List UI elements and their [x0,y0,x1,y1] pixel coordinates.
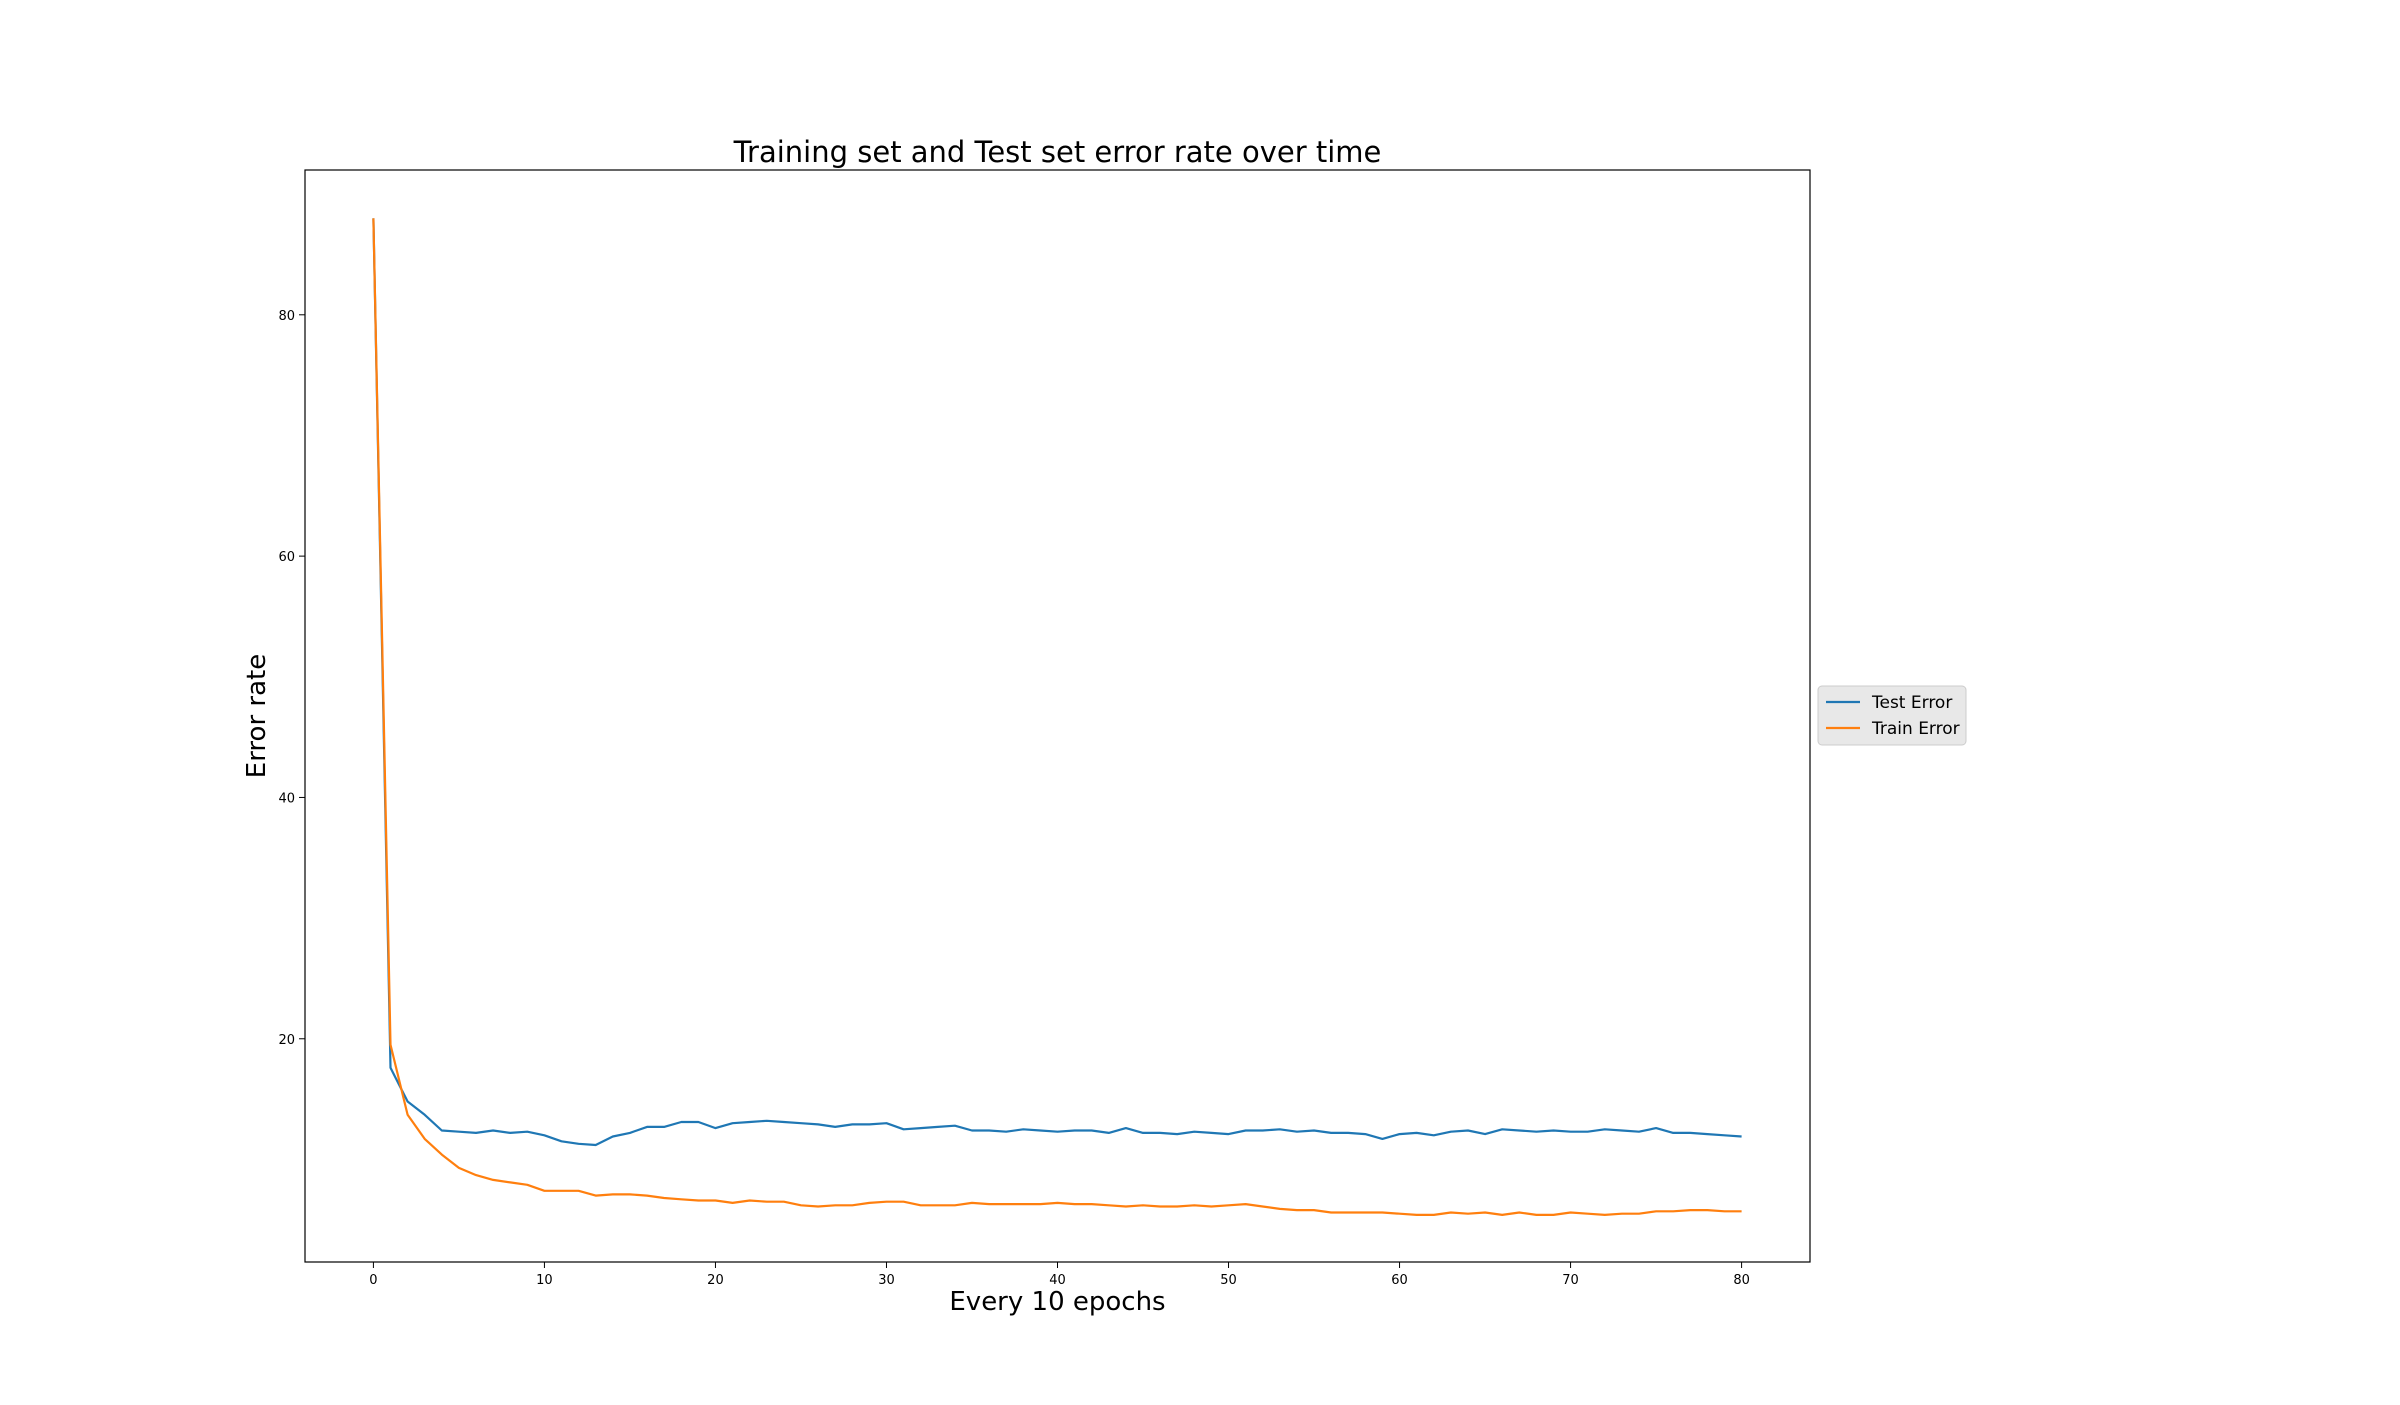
x-axis-label: Every 10 epochs [949,1287,1165,1317]
x-tick-label: 70 [1562,1273,1579,1288]
x-tick-label: 30 [878,1273,895,1288]
plot-area-frame [304,169,1811,1263]
legend-box [1817,685,1967,746]
y-axis-label: Error rate [242,654,272,778]
y-tick-label: 80 [278,309,295,324]
y-tick-label: 60 [278,550,295,565]
y-tick-label: 20 [278,1033,295,1048]
legend: Test Error Train Error [1817,685,1967,746]
legend-label-test-error: Test Error [1871,693,1952,713]
x-tick-label: 0 [369,1273,377,1288]
x-tick-label: 50 [1220,1273,1237,1288]
legend-label-train-error: Train Error [1871,719,1960,739]
y-axis: 20 40 60 80 [278,309,305,1048]
series-line-train-error [372,218,1742,1217]
x-tick-label: 60 [1391,1273,1408,1288]
x-tick-label: 10 [536,1273,553,1288]
plot-lines [372,218,1742,1217]
x-tick-label: 20 [707,1273,724,1288]
x-tick-label: 40 [1049,1273,1066,1288]
y-tick-label: 40 [278,791,295,806]
chart-title: Training set and Test set error rate ove… [733,135,1382,169]
x-tick-label: 80 [1733,1273,1750,1288]
x-axis: 0 10 20 30 40 50 60 70 80 [369,1262,1750,1288]
series-line-test-error [372,218,1742,1147]
